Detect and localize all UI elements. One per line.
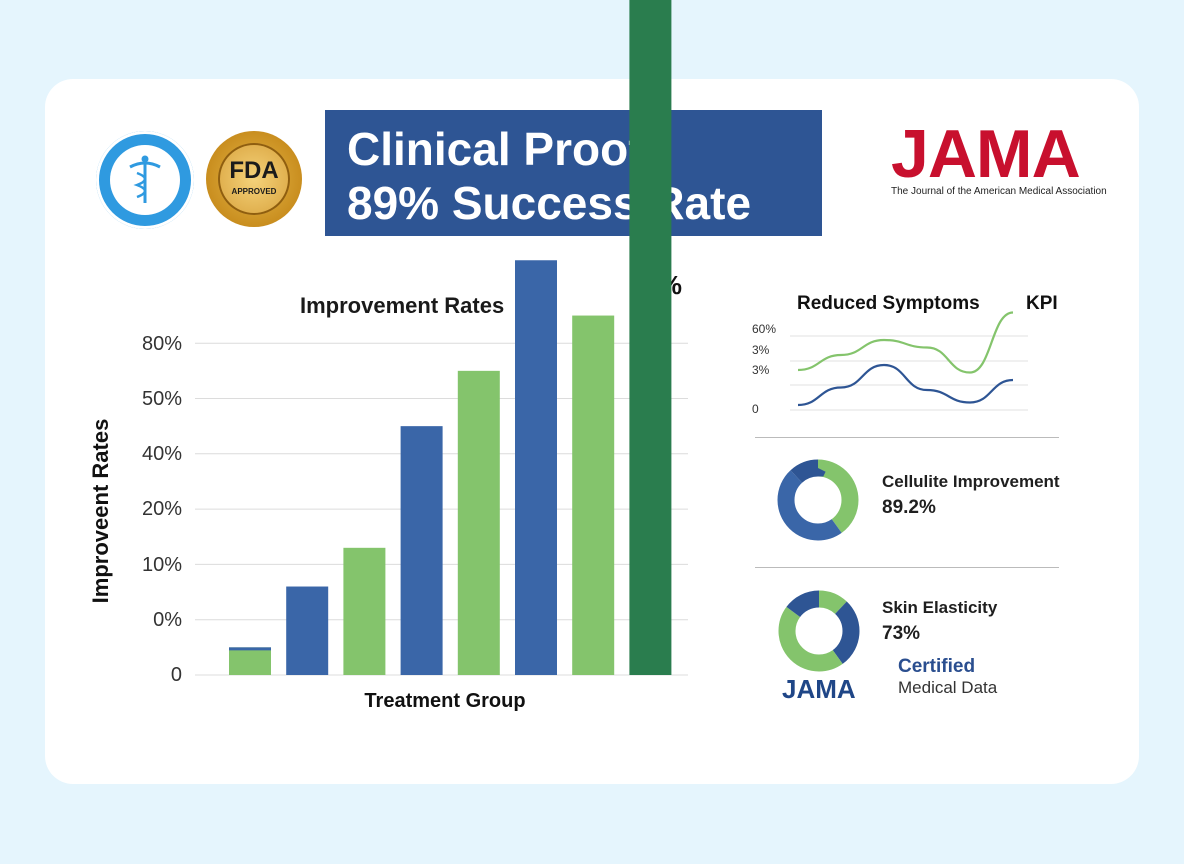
title-line-1: Clinical Proof: bbox=[347, 123, 659, 175]
bar bbox=[572, 315, 615, 675]
donut-slice bbox=[778, 590, 860, 672]
donut-slice bbox=[777, 459, 859, 541]
title-line-2: 89% Success Rate bbox=[347, 177, 752, 229]
divider bbox=[755, 437, 1059, 438]
bar bbox=[629, 0, 672, 676]
medical-data-label: Medical Data bbox=[898, 678, 998, 697]
divider bbox=[755, 567, 1059, 568]
bar bbox=[400, 426, 443, 675]
fda-label: FDA bbox=[229, 157, 279, 184]
cellulite-metric-title: Cellulite Improvement bbox=[882, 472, 1060, 491]
kpi-y-tick: 3% bbox=[752, 363, 770, 377]
series-line bbox=[797, 363, 1014, 407]
jama-small-logo: JAMA bbox=[782, 674, 856, 704]
elasticity-metric-title: Skin Elasticity bbox=[882, 598, 998, 617]
y-tick-label: 80% bbox=[141, 333, 182, 355]
x-axis-label: Treatment Group bbox=[364, 690, 526, 712]
title-banner: Clinical Proof: 89% Success Rate bbox=[325, 110, 822, 236]
jama-logo: JAMA bbox=[891, 116, 1081, 192]
line-chart-title: Reduced Symptoms bbox=[797, 293, 980, 314]
cellulite-metric-value: 89.2% bbox=[882, 497, 936, 518]
kpi-tag: KPI bbox=[1026, 293, 1058, 314]
fda-approved-label: APPROVED bbox=[231, 187, 277, 196]
y-tick-label: 40% bbox=[141, 443, 182, 465]
series-line bbox=[797, 311, 1014, 374]
y-tick-label: 50% bbox=[141, 388, 182, 410]
certified-label: Certified bbox=[898, 656, 976, 677]
caduceus-icon bbox=[110, 145, 180, 215]
doctor-proven-seal bbox=[96, 131, 194, 229]
donut-slice bbox=[777, 459, 859, 541]
bar bbox=[229, 647, 271, 675]
donut-slice bbox=[778, 590, 860, 672]
bar-chart-title: Improvement Rates bbox=[300, 293, 505, 318]
elasticity-metric-value: 73% bbox=[882, 623, 921, 644]
kpi-y-tick: 60% bbox=[752, 322, 777, 336]
jama-tagline: The Journal of the American Medical Asso… bbox=[891, 186, 1107, 197]
bar bbox=[457, 370, 500, 675]
y-tick-label: 0 bbox=[170, 664, 182, 686]
donut-slice bbox=[778, 590, 860, 672]
bar bbox=[343, 547, 386, 675]
bar bbox=[286, 586, 329, 675]
kpi-y-tick: 3% bbox=[752, 343, 770, 357]
fda-approved-seal: FDA APPROVED bbox=[206, 131, 302, 227]
bar-cap bbox=[229, 647, 271, 651]
kpi-y-tick: 0 bbox=[752, 402, 759, 416]
y-tick-label: 20% bbox=[141, 498, 182, 520]
bar bbox=[515, 260, 557, 675]
y-tick-label: 0% bbox=[153, 609, 182, 631]
y-tick-label: 10% bbox=[141, 554, 182, 576]
